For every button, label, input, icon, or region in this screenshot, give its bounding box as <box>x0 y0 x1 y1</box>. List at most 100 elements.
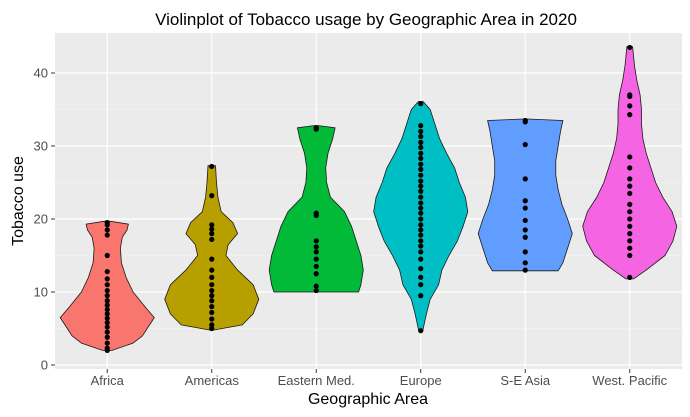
data-point <box>522 117 528 124</box>
data-point <box>313 210 319 216</box>
data-point <box>418 232 424 238</box>
data-point <box>627 216 633 222</box>
data-point <box>104 276 110 282</box>
data-point <box>418 128 424 134</box>
data-point <box>522 260 528 266</box>
data-point <box>418 150 424 156</box>
violin-west-pacific <box>582 46 678 280</box>
data-point <box>418 172 424 178</box>
data-point <box>522 217 528 224</box>
data-point <box>313 263 319 270</box>
data-point <box>104 220 110 226</box>
data-point <box>418 183 424 189</box>
x-tick-label: Americas <box>185 373 240 388</box>
data-point <box>627 165 633 171</box>
data-point <box>104 287 110 294</box>
data-point <box>627 223 633 229</box>
data-point <box>627 44 633 51</box>
data-point <box>418 101 424 107</box>
data-point <box>209 304 215 310</box>
x-tick-label: Europe <box>400 373 442 388</box>
data-point <box>627 103 633 109</box>
data-point <box>418 222 424 228</box>
data-point <box>209 282 215 288</box>
data-point <box>209 222 215 228</box>
data-point <box>418 194 424 200</box>
data-point <box>627 183 633 189</box>
x-tick-label: West. Pacific <box>592 373 667 388</box>
data-point <box>627 274 633 280</box>
x-axis-title: Geographic Area <box>308 391 428 408</box>
x-tick-label: Eastern Med. <box>278 373 355 388</box>
data-point <box>209 163 215 170</box>
y-tick-label: 0 <box>41 358 48 373</box>
data-point <box>104 282 110 288</box>
data-point <box>104 320 110 326</box>
data-point <box>209 226 215 232</box>
data-point <box>418 227 424 233</box>
data-point <box>209 298 215 304</box>
data-point <box>209 256 215 262</box>
x-tick-label: S-E Asia <box>500 373 551 388</box>
data-point <box>418 133 424 140</box>
data-point <box>522 141 528 148</box>
data-point <box>627 231 633 237</box>
data-point <box>522 198 528 204</box>
data-point <box>209 322 215 328</box>
data-point <box>418 238 424 244</box>
data-point <box>104 329 110 335</box>
data-point <box>418 122 424 129</box>
data-point <box>104 334 110 340</box>
data-point <box>104 340 110 346</box>
data-point <box>418 249 424 255</box>
data-point <box>418 282 424 288</box>
y-tick-label: 30 <box>34 139 48 154</box>
data-point <box>104 298 110 304</box>
data-point <box>104 232 110 238</box>
violin-americas <box>164 165 260 331</box>
data-point <box>418 144 424 151</box>
data-point <box>418 293 424 299</box>
y-tick-label: 10 <box>34 285 48 300</box>
data-point <box>313 244 319 250</box>
data-point <box>209 267 215 273</box>
data-point <box>104 311 110 317</box>
data-points <box>104 44 633 353</box>
data-point <box>522 249 528 255</box>
y-tick-label: 20 <box>34 212 48 227</box>
data-point <box>627 176 633 182</box>
data-point <box>104 293 110 299</box>
data-point <box>627 154 633 160</box>
data-point <box>418 155 424 162</box>
x-axis: Africa Americas Eastern Med. Europe S-E Asia… <box>91 369 668 388</box>
violin-s-e-asia <box>477 118 573 272</box>
data-point <box>627 245 633 251</box>
data-point <box>104 302 110 308</box>
data-point <box>418 274 424 280</box>
data-point <box>418 266 424 272</box>
data-point <box>627 209 633 215</box>
data-point <box>627 252 633 259</box>
violin-eastern-med <box>268 125 364 293</box>
data-point <box>209 316 215 322</box>
data-point <box>209 325 215 332</box>
x-tick-label: Africa <box>91 373 125 388</box>
chart-title: Violinplot of Tobacco usage by Geographi… <box>155 10 577 29</box>
data-point <box>627 190 633 197</box>
data-point <box>522 267 528 273</box>
data-point <box>418 243 424 249</box>
data-point <box>522 227 528 233</box>
data-point <box>627 238 633 244</box>
data-point <box>104 324 110 330</box>
data-point <box>522 205 528 211</box>
data-point <box>313 256 319 262</box>
data-point <box>313 287 319 294</box>
data-point <box>522 234 528 240</box>
data-point <box>313 283 319 289</box>
data-point <box>418 139 424 145</box>
y-axis-title: Tobacco use <box>10 156 27 246</box>
data-point <box>418 166 424 172</box>
plot-panel <box>55 33 682 369</box>
y-axis: 0 10 20 30 40 <box>34 66 55 373</box>
